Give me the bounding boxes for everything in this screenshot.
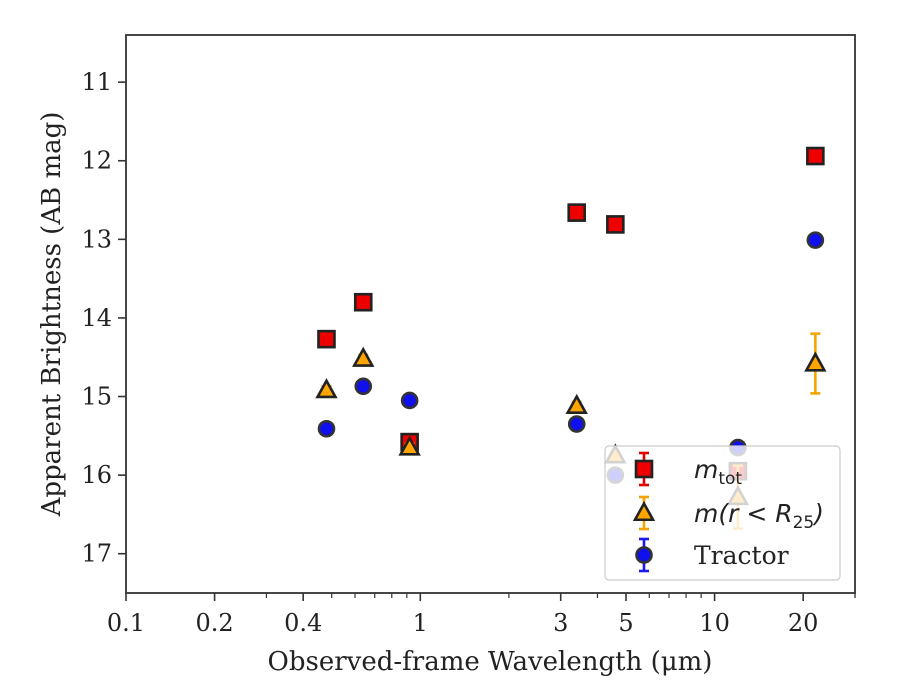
y-tick-label: 16 xyxy=(81,461,112,489)
maperture-point-1 xyxy=(352,346,375,367)
y-tick-label: 17 xyxy=(81,540,112,568)
mtot-point-6 xyxy=(806,146,825,166)
tractor-point-6 xyxy=(806,231,825,249)
tractor-point-3 xyxy=(567,415,586,433)
x-tick-label: 0.4 xyxy=(284,609,322,637)
maperture-point-3 xyxy=(565,393,588,415)
x-tick-label: 10 xyxy=(699,609,730,637)
x-tick-label: 3 xyxy=(553,609,568,637)
legend-label-main: m xyxy=(694,455,718,484)
y-tick-label: 14 xyxy=(81,304,112,332)
legend-box xyxy=(604,445,841,581)
y-tick-label: 11 xyxy=(81,68,112,96)
x-tick-label: 20 xyxy=(788,609,819,637)
tractor-point-1 xyxy=(354,377,373,396)
plot-frame xyxy=(125,34,856,594)
legend-label-maperture: m(r < R25) xyxy=(694,499,824,533)
legend: mtot m(r < R25) Tractor xyxy=(604,445,841,581)
x-tick-label: 0.2 xyxy=(196,609,234,637)
legend-label-main: Tractor xyxy=(694,541,789,570)
legend-label-subscript: tot xyxy=(718,469,742,489)
legend-entry-tractor: Tractor xyxy=(635,537,789,573)
maperture-point-0 xyxy=(315,378,338,399)
legend-marker-mtot xyxy=(634,459,654,479)
legend-marker-maperture xyxy=(632,500,656,522)
mtot-point-0 xyxy=(317,329,336,349)
y-tick-label: 15 xyxy=(81,383,112,411)
legend-label-tractor: Tractor xyxy=(694,541,789,570)
legend-label-mtot: mtot xyxy=(694,455,742,489)
legend-label-main: m(r < R xyxy=(694,499,793,528)
x-tick-label: 1 xyxy=(413,609,428,637)
tractor-point-0 xyxy=(317,419,336,438)
mtot-point-1 xyxy=(353,292,373,312)
x-tick-label: 0.1 xyxy=(107,609,145,637)
legend-entry-mtot: mtot xyxy=(634,451,742,489)
x-tick-label: 5 xyxy=(618,609,633,637)
maperture-point-2 xyxy=(398,435,421,456)
mtot-point-3 xyxy=(567,203,587,222)
legend-marker-tractor xyxy=(635,546,653,564)
legend-label-tail: ) xyxy=(812,499,824,528)
series-tractor xyxy=(317,231,825,484)
tractor-point-2 xyxy=(400,391,419,410)
legend-label-subscript: 25 xyxy=(793,513,815,533)
maperture-point-6 xyxy=(804,351,827,372)
y-tick-label: 13 xyxy=(81,225,112,253)
x-axis-label: Observed-frame Wavelength (μm) xyxy=(268,647,713,677)
mtot-point-4 xyxy=(606,215,625,234)
y-tick-label: 12 xyxy=(81,147,112,175)
y-axis-label: Apparent Brightness (AB mag) xyxy=(37,112,67,518)
legend-entry-maperture: m(r < R25) xyxy=(632,495,824,533)
